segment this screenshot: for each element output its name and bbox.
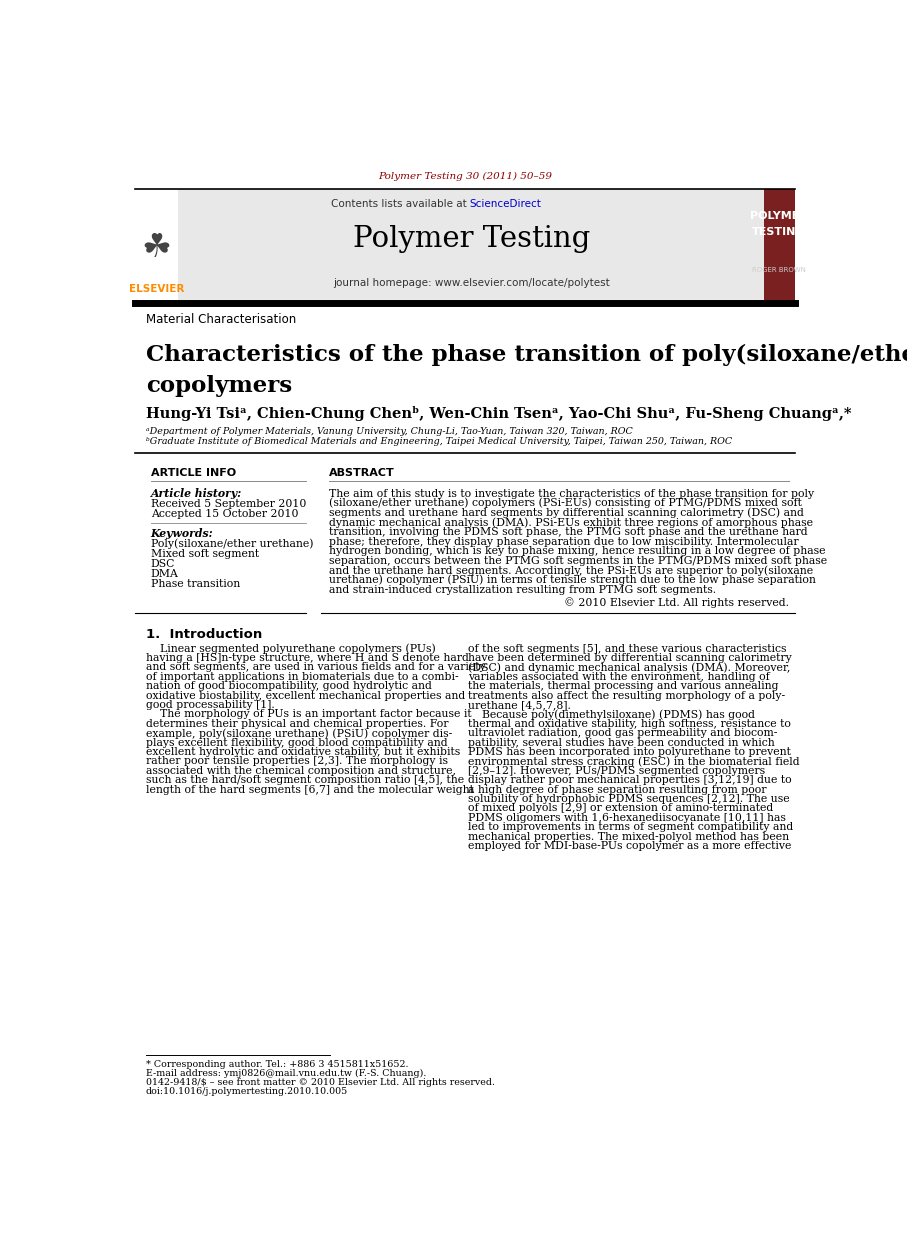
Text: of important applications in biomaterials due to a combi-: of important applications in biomaterial… [146,672,459,682]
Text: PDMS has been incorporated into polyurethane to prevent: PDMS has been incorporated into polyuret… [468,747,791,756]
Text: example, poly(siloxane urethane) (PSiU) copolymer dis-: example, poly(siloxane urethane) (PSiU) … [146,728,453,739]
Bar [135,188,178,301]
Text: and the urethane hard segments. Accordingly, the PSi-EUs are superior to poly(si: and the urethane hard segments. Accordin… [329,566,813,576]
Text: of the soft segments [5], and these various characteristics: of the soft segments [5], and these vari… [468,644,787,654]
Text: PDMS oligomers with 1,6-hexanediisocyanate [10,11] has: PDMS oligomers with 1,6-hexanediisocyana… [468,813,786,823]
Text: determines their physical and chemical properties. For: determines their physical and chemical p… [146,719,448,729]
Text: Accepted 15 October 2010: Accepted 15 October 2010 [151,509,298,519]
Text: the materials, thermal processing and various annealing: the materials, thermal processing and va… [468,681,779,691]
Text: length of the hard segments [6,7] and the molecular weight: length of the hard segments [6,7] and th… [146,785,473,795]
Text: ABSTRACT: ABSTRACT [329,468,395,479]
Text: phase; therefore, they display phase separation due to low miscibility. Intermol: phase; therefore, they display phase sep… [329,536,798,547]
Text: patibility, several studies have been conducted in which: patibility, several studies have been co… [468,738,775,748]
Text: ELSEVIER: ELSEVIER [129,284,184,293]
Text: Because poly(dimethylsiloxane) (PDMS) has good: Because poly(dimethylsiloxane) (PDMS) ha… [468,709,756,719]
Text: Received 5 September 2010: Received 5 September 2010 [151,499,306,509]
Text: associated with the chemical composition and structure,: associated with the chemical composition… [146,766,456,776]
Text: ROGER BROWN: ROGER BROWN [752,267,806,274]
Text: dynamic mechanical analysis (DMA). PSi-EUs exhibit three regions of amorphous ph: dynamic mechanical analysis (DMA). PSi-E… [329,517,813,527]
Text: of mixed polyols [2,9] or extension of amino-terminated: of mixed polyols [2,9] or extension of a… [468,803,774,813]
Text: Poly(siloxane/ether urethane): Poly(siloxane/ether urethane) [151,539,313,548]
Text: plays excellent flexibility, good blood compatibility and: plays excellent flexibility, good blood … [146,738,447,748]
Text: Polymer Testing: Polymer Testing [353,225,590,254]
Text: separation, occurs between the PTMG soft segments in the PTMG/PDMS mixed soft ph: separation, occurs between the PTMG soft… [329,556,827,566]
Text: [2,9–12]. However, PUs/PDMS segmented copolymers: [2,9–12]. However, PUs/PDMS segmented co… [468,766,766,776]
Text: E-mail address: ymj0826@mail.vnu.edu.tw (F.-S. Chuang).: E-mail address: ymj0826@mail.vnu.edu.tw … [146,1068,426,1078]
Text: 0142-9418/$ – see front matter © 2010 Elsevier Ltd. All rights reserved.: 0142-9418/$ – see front matter © 2010 El… [146,1078,495,1087]
Text: Article history:: Article history: [151,488,242,499]
Text: Material Characterisation: Material Characterisation [146,313,297,326]
Text: nation of good biocompatibility, good hydrolytic and: nation of good biocompatibility, good hy… [146,681,432,691]
Text: Polymer Testing 30 (2011) 50–59: Polymer Testing 30 (2011) 50–59 [378,172,551,181]
Text: segments and urethane hard segments by differential scanning calorimetry (DSC) a: segments and urethane hard segments by d… [329,508,804,517]
Text: ☘: ☘ [141,230,171,264]
Text: mechanical properties. The mixed-polyol method has been: mechanical properties. The mixed-polyol … [468,832,789,842]
Text: ᵃDepartment of Polymer Materials, Vanung University, Chung-Li, Tao-Yuan, Taiwan : ᵃDepartment of Polymer Materials, Vanung… [146,427,633,437]
Text: Contents lists available at: Contents lists available at [331,199,470,209]
Text: ARTICLE INFO: ARTICLE INFO [151,468,236,479]
Text: The morphology of PUs is an important factor because it: The morphology of PUs is an important fa… [146,709,472,719]
Text: good processability [1].: good processability [1]. [146,699,275,711]
Text: journal homepage: www.elsevier.com/locate/polytest: journal homepage: www.elsevier.com/locat… [333,277,610,287]
Text: (DSC) and dynamic mechanical analysis (DMA). Moreover,: (DSC) and dynamic mechanical analysis (D… [468,662,791,672]
Text: rather poor tensile properties [2,3]. The morphology is: rather poor tensile properties [2,3]. Th… [146,756,448,766]
Text: variables associated with the environment, handling of: variables associated with the environmen… [468,672,770,682]
Text: a high degree of phase separation resulting from poor: a high degree of phase separation result… [468,785,766,795]
Text: POLYMER: POLYMER [750,212,808,222]
Text: 1.  Introduction: 1. Introduction [146,629,262,641]
Text: doi:10.1016/j.polymertesting.2010.10.005: doi:10.1016/j.polymertesting.2010.10.005 [146,1087,348,1097]
Text: environmental stress cracking (ESC) in the biomaterial field: environmental stress cracking (ESC) in t… [468,756,800,766]
Text: DMA: DMA [151,568,179,578]
Text: display rather poor mechanical properties [3,12,19] due to: display rather poor mechanical propertie… [468,775,792,785]
Text: thermal and oxidative stability, high softness, resistance to: thermal and oxidative stability, high so… [468,719,791,729]
Text: ultraviolet radiation, good gas permeability and biocom-: ultraviolet radiation, good gas permeabi… [468,728,777,738]
Text: ScienceDirect: ScienceDirect [470,199,541,209]
Text: (siloxane/ether urethane) copolymers (PSi-EUs) consisting of PTMG/PDMS mixed sof: (siloxane/ether urethane) copolymers (PS… [329,498,802,509]
Text: and soft segments, are used in various fields and for a variety: and soft segments, are used in various f… [146,662,485,672]
Text: led to improvements in terms of segment compatibility and: led to improvements in terms of segment … [468,822,794,832]
Text: copolymers: copolymers [146,375,292,396]
Text: Phase transition: Phase transition [151,578,239,588]
Text: treatments also affect the resulting morphology of a poly-: treatments also affect the resulting mor… [468,691,785,701]
Text: excellent hydrolytic and oxidative stability, but it exhibits: excellent hydrolytic and oxidative stabi… [146,747,460,756]
Text: © 2010 Elsevier Ltd. All rights reserved.: © 2010 Elsevier Ltd. All rights reserved… [564,597,789,608]
Text: Hung-Yi Tsiᵃ, Chien-Chung Chenᵇ, Wen-Chin Tsenᵃ, Yao-Chi Shuᵃ, Fu-Sheng Chuangᵃ,: Hung-Yi Tsiᵃ, Chien-Chung Chenᵇ, Wen-Chi… [146,406,852,421]
Text: employed for MDI-base-PUs copolymer as a more effective: employed for MDI-base-PUs copolymer as a… [468,841,792,851]
Text: having a [HS]n-type structure, where H and S denote hard: having a [HS]n-type structure, where H a… [146,654,469,664]
Text: Linear segmented polyurethane copolymers (PUs): Linear segmented polyurethane copolymers… [146,644,435,654]
Text: such as the hard/soft segment composition ratio [4,5], the: such as the hard/soft segment compositio… [146,775,464,785]
Text: ᵇGraduate Institute of Biomedical Materials and Engineering, Taipei Medical Univ: ᵇGraduate Institute of Biomedical Materi… [146,437,732,447]
Bar [178,188,765,301]
Text: Characteristics of the phase transition of poly(siloxane/ether urethane): Characteristics of the phase transition … [146,344,907,366]
Text: Keywords:: Keywords: [151,529,213,539]
Text: TESTING: TESTING [752,227,805,236]
Text: Mixed soft segment: Mixed soft segment [151,548,258,558]
Text: The aim of this study is to investigate the characteristics of the phase transit: The aim of this study is to investigate … [329,489,814,499]
Text: DSC: DSC [151,558,175,568]
Text: hydrogen bonding, which is key to phase mixing, hence resulting in a low degree : hydrogen bonding, which is key to phase … [329,546,825,556]
Text: urethane [4,5,7,8].: urethane [4,5,7,8]. [468,699,571,711]
Text: oxidative biostability, excellent mechanical properties and: oxidative biostability, excellent mechan… [146,691,465,701]
Text: have been determined by differential scanning calorimetry: have been determined by differential sca… [468,654,792,664]
Text: * Corresponding author. Tel.: +886 3 4515811x51652.: * Corresponding author. Tel.: +886 3 451… [146,1060,408,1068]
Text: and strain-induced crystallization resulting from PTMG soft segments.: and strain-induced crystallization resul… [329,584,716,594]
Text: solubility of hydrophobic PDMS sequences [2,12]. The use: solubility of hydrophobic PDMS sequences… [468,794,790,803]
Text: transition, involving the PDMS soft phase, the PTMG soft phase and the urethane : transition, involving the PDMS soft phas… [329,527,807,537]
Bar [765,188,795,301]
Text: urethane) copolymer (PSiU) in terms of tensile strength due to the low phase sep: urethane) copolymer (PSiU) in terms of t… [329,574,815,586]
